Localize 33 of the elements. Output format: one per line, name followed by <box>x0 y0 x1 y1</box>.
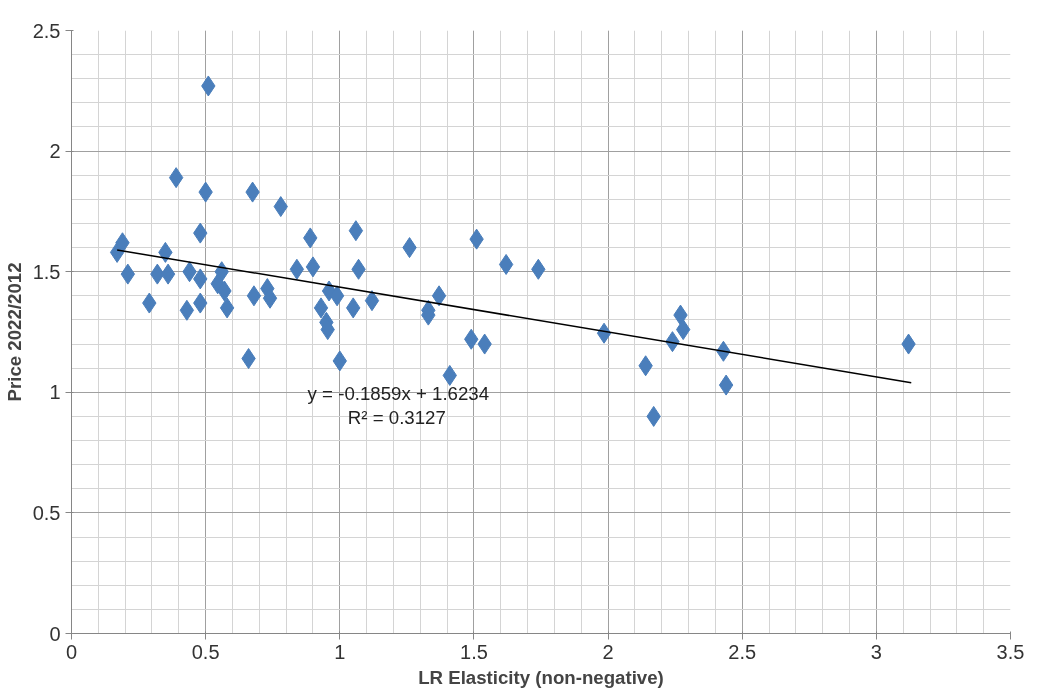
point <box>364 290 380 312</box>
y-tick-label: 2 <box>49 140 61 163</box>
annotation: y = -0.1859x + 1.6234 <box>307 383 490 405</box>
x-axis-title: LR Elasticity (non-negative) <box>418 666 664 688</box>
point <box>718 374 734 396</box>
point <box>168 167 184 189</box>
point <box>120 263 136 285</box>
y-axis-title: Price 2022/2012 <box>3 262 25 402</box>
y-tick-label: 2.5 <box>32 19 61 42</box>
point <box>246 285 262 307</box>
point <box>329 285 345 307</box>
point <box>305 256 321 278</box>
y-tick-label: 0.5 <box>32 501 61 524</box>
y-tick-label: 0 <box>49 622 61 645</box>
y-tick-label: 1 <box>49 381 61 404</box>
point <box>179 299 195 321</box>
y-tick-label: 1.5 <box>32 260 61 283</box>
x-tick-label: 3 <box>870 640 882 663</box>
x-tick-label: 1 <box>334 640 346 663</box>
point <box>219 297 235 319</box>
point <box>431 285 447 307</box>
point <box>348 220 364 242</box>
x-tick-label: 0 <box>65 640 78 663</box>
x-tick-label: 0.5 <box>191 640 220 663</box>
point <box>498 253 514 275</box>
annotation: R² = 0.3127 <box>347 407 446 429</box>
point <box>289 258 305 280</box>
x-tick-label: 1.5 <box>460 640 488 663</box>
x-tick-label: 2.5 <box>728 640 757 663</box>
point <box>160 263 176 285</box>
x-tick-label: 2 <box>602 640 614 663</box>
x-tick-label: 3.5 <box>996 640 1025 663</box>
point <box>313 297 329 319</box>
